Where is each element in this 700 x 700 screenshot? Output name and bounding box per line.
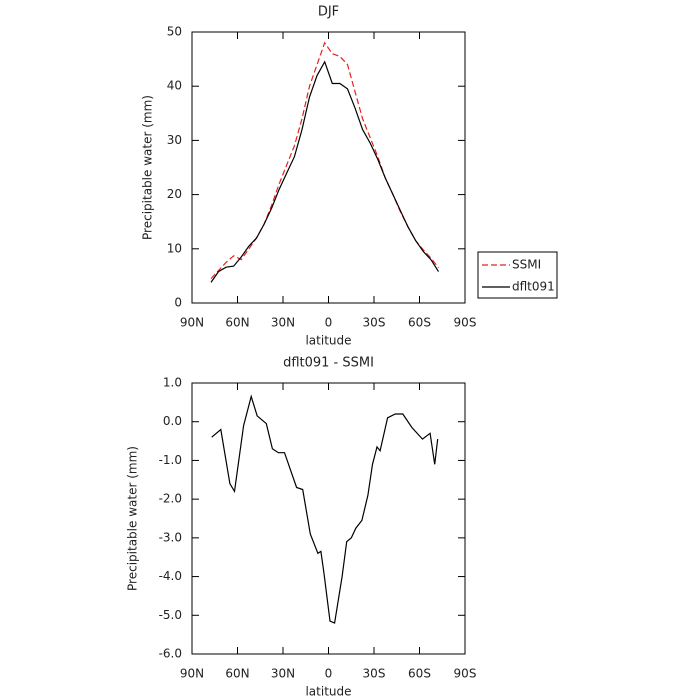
x-tick-label: 0 <box>325 667 333 681</box>
y-tick-label: 40 <box>167 79 182 93</box>
y-tick-label: -6.0 <box>159 647 182 661</box>
x-tick-label: 30N <box>271 316 295 330</box>
data-line <box>211 394 439 624</box>
y-tick-label: -3.0 <box>159 530 182 544</box>
y-tick-label: 20 <box>167 187 182 201</box>
x-tick-label: 30S <box>363 316 386 330</box>
y-tick-label: 0.0 <box>163 414 182 428</box>
x-tick-label: 90S <box>454 667 477 681</box>
y-tick-label: -2.0 <box>159 492 182 506</box>
y-tick-label: 0 <box>174 296 182 310</box>
x-tick-label: 90S <box>454 316 477 330</box>
x-tick-label: 0 <box>325 316 333 330</box>
data-line <box>210 60 440 283</box>
x-tick-label: 60S <box>408 316 431 330</box>
x-axis-label: latitude <box>305 685 351 699</box>
y-tick-label: 30 <box>167 133 182 147</box>
x-tick-label: 60S <box>408 667 431 681</box>
chart-title: DJF <box>318 5 339 20</box>
x-tick-label: 90N <box>180 316 204 330</box>
legend-label: SSMI <box>512 258 541 272</box>
y-axis-label: Precipitable water (mm) <box>141 95 155 240</box>
chart-title: dflt091 - SSMI <box>283 356 374 371</box>
x-tick-label: 90N <box>180 667 204 681</box>
x-tick-label: 30N <box>271 667 295 681</box>
y-tick-label: 50 <box>167 25 182 39</box>
y-tick-label: -4.0 <box>159 569 182 583</box>
y-tick-label: -1.0 <box>159 453 182 467</box>
data-line <box>210 41 439 280</box>
legend-box <box>477 251 558 299</box>
y-tick-label: -5.0 <box>159 608 182 622</box>
y-tick-label: 1.0 <box>163 376 182 390</box>
x-tick-label: 30S <box>363 667 386 681</box>
x-tick-label: 60N <box>225 316 249 330</box>
legend-label: dflt091 <box>512 280 555 294</box>
y-axis-label: Precipitable water (mm) <box>126 446 140 591</box>
x-tick-label: 60N <box>225 667 249 681</box>
y-tick-label: 10 <box>167 241 182 255</box>
x-axis-label: latitude <box>305 334 351 348</box>
